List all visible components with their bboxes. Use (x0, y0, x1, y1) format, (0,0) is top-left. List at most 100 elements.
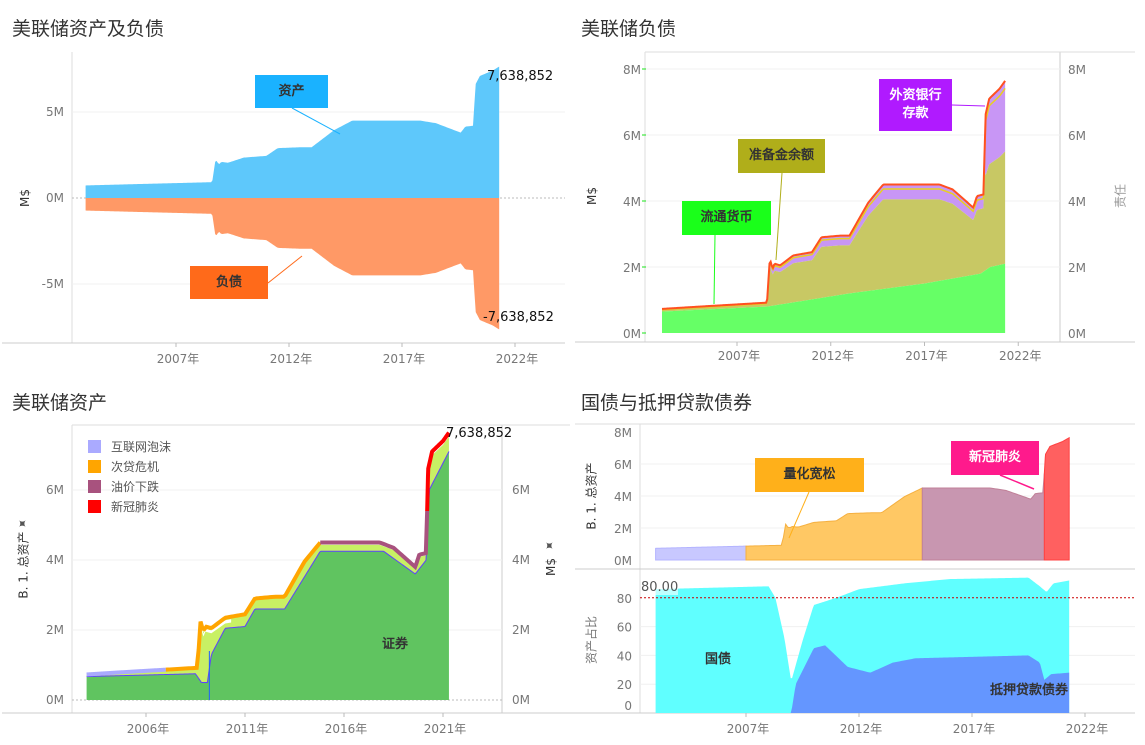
era-top-line (425, 431, 451, 512)
y-axis-label: M$ (18, 189, 32, 207)
annotation-securities: 证券 (382, 637, 409, 652)
y-tick-label-right: 8M (1068, 63, 1086, 77)
legend-label: 新冠肺炎 (111, 499, 160, 514)
securities-edge (86, 451, 450, 683)
y-tick-label: 0 (624, 699, 632, 713)
y-tick-label: 0M (623, 327, 641, 341)
annotation-currency: 流通货币 (682, 201, 771, 235)
foreign-deposits-area (662, 80, 1006, 310)
y-tick-label: 0M (46, 693, 64, 707)
y-tick-label-right: 0M (1068, 327, 1086, 341)
max-value-label: 7,638,852 (487, 69, 554, 84)
annotation-pointer (951, 104, 986, 107)
legend-item[interactable]: 次贷危机 (88, 456, 171, 476)
y-tick-label: 80 (617, 592, 632, 606)
reserves-area (662, 151, 1006, 312)
total-liabilities-line (661, 80, 1006, 310)
era-area (655, 545, 747, 561)
y-tick-label: 8M (623, 63, 641, 77)
mbs-share-area (655, 645, 1070, 713)
currency-area (662, 263, 1006, 333)
y-tick-label: 6M (623, 129, 641, 143)
x-tick-label: 2022年 (1066, 722, 1109, 736)
y-tick-label-right: 6M (1068, 129, 1086, 143)
annotation-reserves: 准备金余额 (738, 139, 825, 173)
y-tick-label: 5M (46, 105, 64, 119)
x-tick-label: 2017年 (383, 352, 426, 366)
era-area (1043, 436, 1070, 561)
y-tick-label-right: 2M (1068, 261, 1086, 275)
legend-item[interactable]: 互联网泡沫 (88, 436, 171, 456)
legend: 互联网泡沫 次贷危机 油价下跌 新冠肺炎 (88, 436, 171, 516)
legend-label: 次贷危机 (111, 459, 160, 474)
y-tick-label: 4M (46, 553, 64, 567)
era-area (921, 473, 1045, 561)
annotation-qe: 量化宽松 (755, 458, 864, 492)
era-top-line (86, 667, 166, 677)
y-axis-label-right: M$ (544, 558, 558, 576)
x-tick-label: 2017年 (953, 722, 996, 736)
legend-swatch (88, 459, 101, 473)
y-tick-label-right: 6M (512, 483, 530, 497)
legend-swatch (88, 499, 101, 513)
liabilities-area (85, 198, 500, 330)
y-axis-label-top: B. 1. 总资产 (584, 462, 599, 530)
y-tick-label: 4M (623, 195, 641, 209)
annotation-pointer (291, 107, 341, 135)
x-tick-label: 2011年 (226, 722, 269, 736)
y-tick-label-right: 4M (1068, 195, 1086, 209)
chart-title-liabilities: 美联储负债 (581, 18, 677, 40)
y-tick-label-right: 0M (512, 693, 530, 707)
annotation-pointer (788, 491, 810, 539)
x-tick-label: 2012年 (840, 722, 883, 736)
annotation-pointer (713, 234, 716, 305)
y-tick-label: 8M (614, 426, 632, 440)
x-tick-label: 2016年 (325, 722, 368, 736)
y-tick-label: 2M (614, 522, 632, 536)
era-area (745, 487, 923, 561)
y-tick-label: -5M (42, 277, 64, 291)
y-axis-label: B. 1. 总资产 (16, 531, 31, 599)
y-tick-label: 6M (46, 483, 64, 497)
legend-item[interactable]: 油价下跌 (88, 476, 171, 496)
legend-swatch (88, 439, 101, 453)
chart-title-assets-liabilities: 美联储资产及负债 (12, 18, 165, 40)
annotation-treasury: 国债 (705, 652, 732, 667)
y-tick-label-right: 2M (512, 623, 530, 637)
legend-label: 油价下跌 (111, 479, 160, 494)
annotation-mbs: 抵押贷款债券 (990, 683, 1069, 698)
x-tick-label: 2012年 (811, 349, 854, 363)
y-tick-label: 0M (614, 554, 632, 568)
x-tick-label: 2012年 (270, 352, 313, 366)
annotation-pointer (999, 474, 1035, 490)
y-tick-label: 0M (46, 191, 64, 205)
y-tick-label: 2M (623, 261, 641, 275)
x-tick-label: 2007年 (718, 349, 761, 363)
y-axis-label-bottom: 资产占比 (584, 615, 599, 665)
chart-title-assets: 美联储资产 (12, 392, 108, 414)
liquidity-facilities-area (199, 619, 232, 642)
annotation-pointer (267, 255, 303, 284)
legend-label: 互联网泡沫 (111, 439, 172, 454)
y-tick-label: 6M (614, 458, 632, 472)
annotation-assets: 资产 (255, 75, 328, 108)
y-axis-label: M$ (585, 187, 599, 205)
chart-title-treasury-mbs: 国债与抵押贷款债券 (581, 392, 753, 414)
era-top-line (320, 510, 430, 571)
annotation-pointer (775, 172, 783, 261)
x-tick-label: 2017年 (905, 349, 948, 363)
x-tick-label: 2022年 (999, 349, 1042, 363)
y-axis-label-right: 责任 (1113, 183, 1128, 209)
y-tick-label: 60 (617, 621, 632, 635)
annotation-covid: 新冠肺炎 (951, 441, 1039, 475)
assets-area (85, 66, 500, 198)
x-tick-label: 2007年 (727, 722, 770, 736)
legend-swatch (88, 479, 101, 493)
x-tick-label: 2007年 (157, 352, 200, 366)
securities-area (86, 451, 449, 700)
legend-item[interactable]: 新冠肺炎 (88, 496, 171, 516)
annotation-foreign-deposits: 外资银行存款 (879, 79, 952, 131)
min-value-label: -7,638,852 (483, 310, 554, 325)
y-tick-label: 40 (617, 649, 632, 663)
